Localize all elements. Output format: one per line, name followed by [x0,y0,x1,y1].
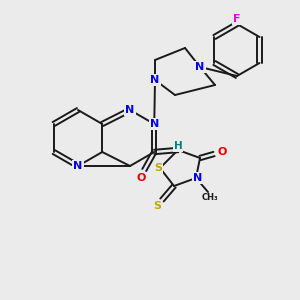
Text: H: H [174,141,182,151]
Text: S: S [153,201,161,211]
Text: N: N [125,105,135,115]
Text: N: N [195,62,205,72]
Text: O: O [136,173,146,183]
Text: N: N [150,119,159,129]
Text: F: F [233,14,241,24]
Text: N: N [194,173,202,183]
Text: O: O [217,147,227,157]
Text: N: N [74,161,82,171]
Text: N: N [150,75,160,85]
Text: CH₃: CH₃ [202,194,218,202]
Text: S: S [154,163,162,173]
